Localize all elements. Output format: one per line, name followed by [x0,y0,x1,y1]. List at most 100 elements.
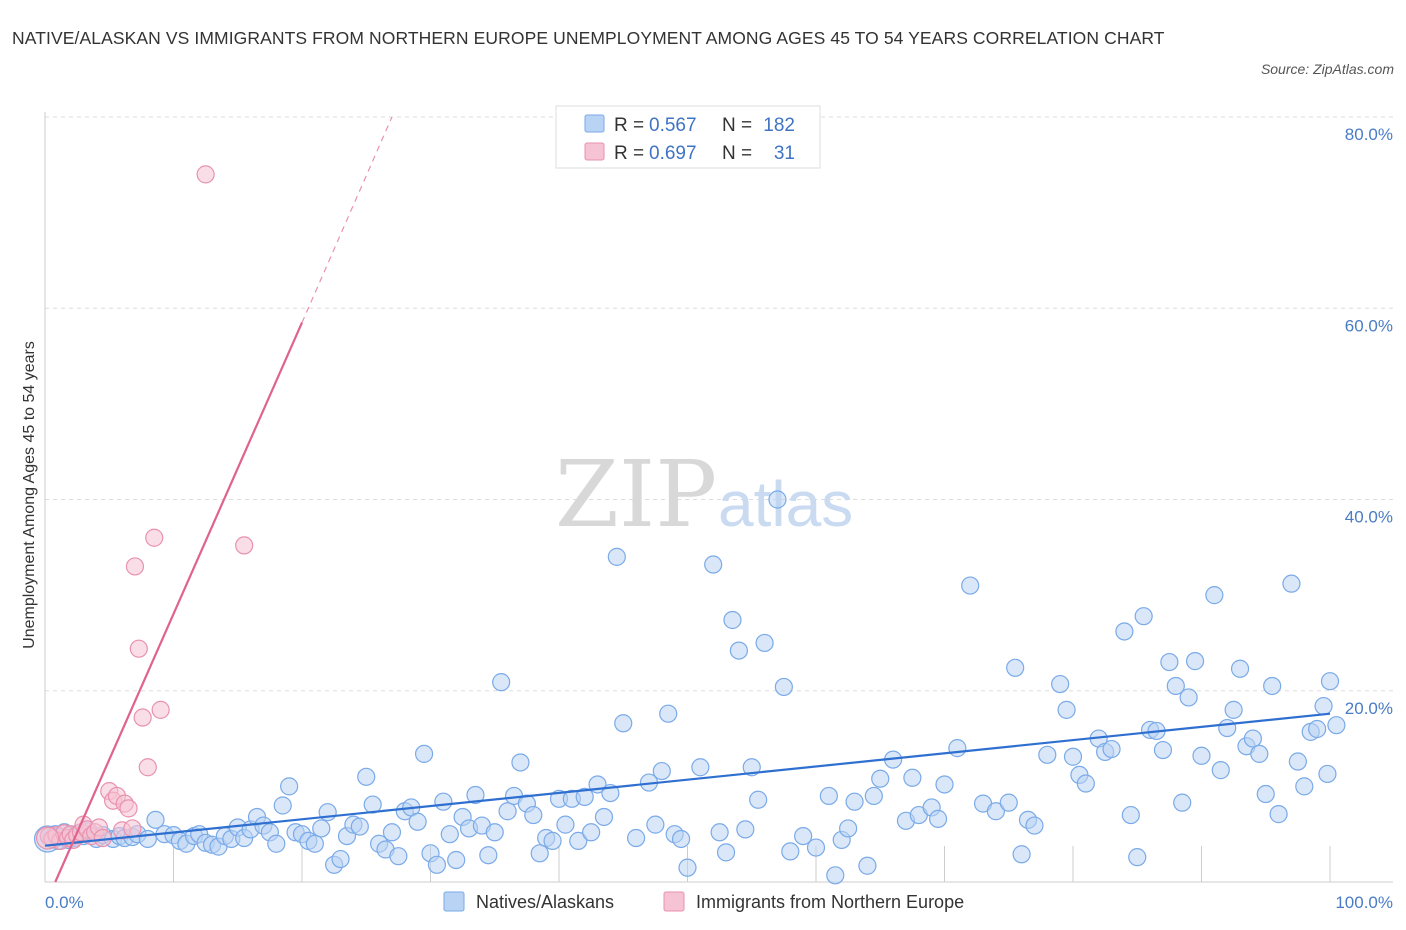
natives-point [646,815,665,834]
natives-point [774,677,793,697]
natives-point [1134,607,1153,626]
correlation-legend: R = 0.567 N = 182 R = 0.697 N = 31 [555,105,821,169]
x-tick-label-1: 100.0% [1335,893,1393,912]
natives-point [749,790,768,809]
natives-point [1269,805,1288,824]
natives-point [961,576,980,595]
natives-point [671,829,691,849]
natives-point [659,704,678,723]
source-label: Source: ZipAtlas.com [1260,61,1394,77]
axes [44,112,1393,883]
natives-point [498,802,517,821]
legend-r-label-blue: R = [614,115,644,136]
natives-point [826,866,845,885]
natives-point [928,809,948,828]
natives-point [1243,729,1263,748]
natives-point [1025,816,1044,835]
natives-point [999,793,1018,812]
natives-point [871,769,890,788]
trend-lines [44,116,1331,883]
natives-point [1057,700,1076,719]
natives-point [556,815,575,834]
natives-point [575,787,594,806]
legend-n-value-blue: 182 [763,115,795,136]
natives-point [1256,784,1275,804]
immigrants-point [119,799,138,818]
natives-point [1006,658,1025,677]
natives-point [986,802,1006,821]
natives-point [742,758,761,777]
legend-r-value-blue: 0.567 [649,115,697,136]
natives-point [1288,752,1307,771]
watermark-zip: ZIP [555,441,717,548]
natives-point [1320,672,1340,691]
natives-point [704,555,723,574]
natives-point [479,846,498,865]
natives-point [434,792,453,811]
y-tick-label-0: 20.0% [1345,699,1393,718]
grid-lines [45,116,1393,692]
natives-point [1211,761,1230,780]
natives-point [146,810,165,829]
natives-point [1153,740,1173,760]
natives-point [736,820,755,839]
natives-point [1179,688,1198,707]
natives-point [903,768,922,787]
y-tick-label-3: 80.0% [1345,125,1393,144]
series-natives-alaskans [33,490,1346,885]
natives-point [1314,696,1333,716]
immigrants-point [235,536,254,555]
immigrants-point [151,700,170,719]
immigrants-point [196,165,215,184]
immigrants-point [138,758,157,777]
natives-point [331,849,350,869]
bottom-legend-label-pink: Immigrants from Northern Europe [696,892,964,912]
natives-point [427,855,447,874]
natives-point [710,823,729,842]
immigrants-point [125,557,145,576]
natives-point [1128,848,1147,867]
natives-point [781,842,800,861]
natives-point [1327,716,1346,735]
natives-point [1263,676,1282,696]
natives-point [305,834,324,853]
natives-point [440,825,459,844]
y-tick-label-1: 40.0% [1345,508,1393,527]
legend-n-value-pink: 31 [774,143,795,164]
natives-point [594,807,614,827]
bottom-legend-swatch-pink [663,891,685,912]
natives-point [524,805,543,825]
immigrants-point [133,708,152,727]
natives-point [729,641,749,660]
natives-point [511,753,530,772]
y-tick-label-2: 60.0% [1345,316,1393,335]
natives-point [267,834,286,853]
natives-point [530,844,549,863]
natives-point [1012,845,1031,864]
legend-r-value-pink: 0.697 [649,143,697,164]
natives-point [408,812,427,831]
natives-point [794,826,813,846]
natives-point [1282,574,1301,593]
series-legend: Natives/Alaskans Immigrants from Norther… [443,891,964,912]
natives-point [350,817,369,836]
natives-point [755,633,774,653]
legend-swatch-blue [584,114,605,133]
legend-n-label-blue: N = [722,115,752,136]
natives-point [543,831,562,850]
natives-point [614,714,633,733]
natives-point [948,739,967,758]
natives-point [1295,777,1314,796]
natives-point [447,850,466,870]
natives-point [1063,747,1083,766]
natives-point [1166,676,1185,696]
natives-point [382,823,402,842]
natives-point [1230,659,1250,678]
natives-point [1205,586,1224,605]
natives-point [1173,793,1192,812]
chart-title: NATIVE/ALASKAN VS IMMIGRANTS FROM NORTHE… [12,28,1165,48]
natives-point [1102,739,1121,759]
watermark-atlas: atlas [718,468,853,540]
legend-r-label-pink: R = [614,143,644,164]
